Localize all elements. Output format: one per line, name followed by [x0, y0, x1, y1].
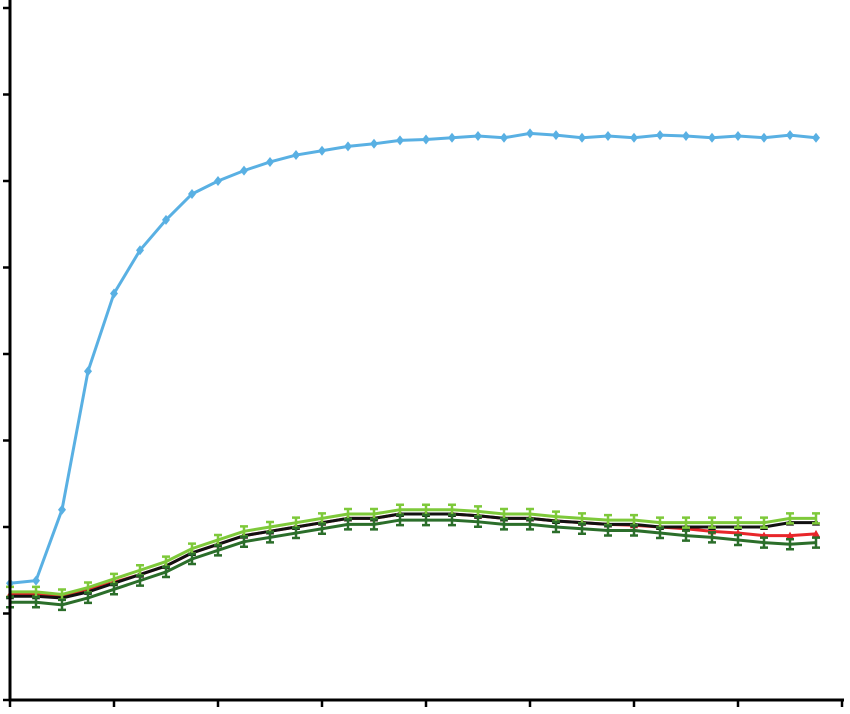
point	[422, 513, 430, 527]
point	[32, 575, 40, 586]
point	[760, 132, 768, 143]
point	[604, 131, 612, 142]
point	[292, 526, 300, 540]
point	[396, 513, 404, 527]
point	[760, 536, 768, 549]
point	[552, 520, 560, 534]
point	[58, 504, 66, 515]
point	[396, 135, 404, 146]
point	[630, 524, 638, 537]
point	[58, 598, 66, 612]
point	[812, 529, 820, 537]
point	[448, 513, 456, 527]
point	[292, 150, 300, 161]
point	[136, 574, 144, 587]
point	[708, 516, 716, 529]
point	[422, 134, 430, 145]
point	[240, 535, 248, 548]
point	[370, 518, 378, 531]
point	[604, 524, 612, 537]
series-line	[10, 518, 817, 607]
point	[734, 516, 742, 529]
point	[708, 132, 716, 143]
point	[682, 529, 690, 542]
point	[786, 130, 794, 141]
point	[734, 533, 742, 547]
point	[32, 596, 40, 609]
point	[318, 145, 326, 156]
point	[370, 138, 378, 149]
series-line	[10, 512, 816, 600]
point	[500, 518, 508, 531]
point	[812, 132, 820, 143]
point	[162, 565, 170, 579]
point	[526, 128, 534, 139]
point	[344, 141, 352, 152]
point	[162, 214, 170, 225]
series-line	[10, 508, 816, 596]
point	[214, 544, 222, 557]
point	[266, 156, 274, 167]
point	[344, 518, 352, 531]
point	[578, 522, 586, 535]
point	[474, 131, 482, 142]
point	[266, 531, 274, 544]
point	[474, 515, 482, 529]
point	[812, 512, 820, 525]
point	[110, 288, 118, 299]
point	[760, 516, 768, 529]
point	[630, 132, 638, 143]
point	[188, 188, 196, 199]
point	[500, 132, 508, 143]
point	[812, 536, 820, 549]
point	[240, 165, 248, 176]
point	[682, 131, 690, 142]
point	[578, 132, 586, 143]
point	[552, 130, 560, 141]
point	[188, 552, 196, 566]
point	[786, 538, 794, 551]
point	[136, 245, 144, 256]
point	[734, 131, 742, 142]
point	[526, 518, 534, 531]
point	[110, 583, 118, 596]
point	[84, 366, 92, 377]
point	[682, 516, 690, 529]
series-line	[9, 131, 817, 585]
point	[786, 512, 794, 525]
point	[786, 531, 794, 539]
point	[214, 176, 222, 186]
point	[656, 526, 664, 540]
point	[708, 531, 716, 544]
point	[448, 132, 456, 143]
point	[656, 130, 664, 141]
point	[318, 522, 326, 535]
point	[84, 591, 92, 605]
